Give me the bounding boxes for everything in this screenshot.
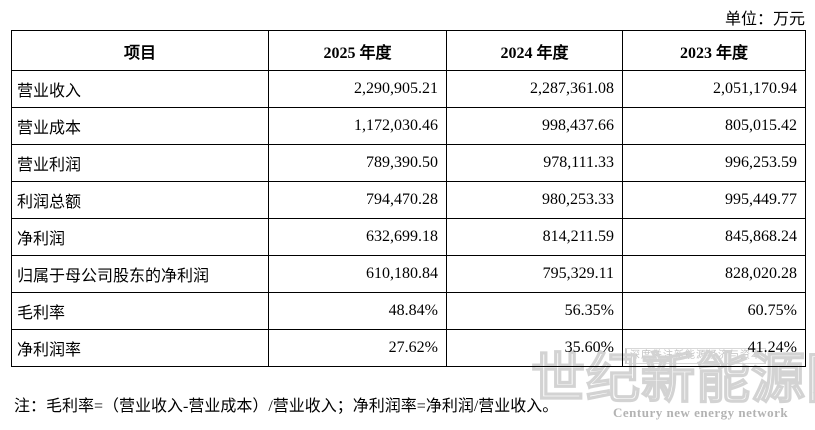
value-2023: 996,253.59 xyxy=(622,144,806,182)
value-2025: 632,699.18 xyxy=(268,218,447,256)
value-2025: 48.84% xyxy=(268,292,447,330)
table-row-gross-margin: 毛利率 48.84% 56.35% 60.75% xyxy=(11,292,806,330)
table-row-net-margin: 净利润率 27.62% 35.60% 41.24% xyxy=(11,329,806,367)
value-2025: 2,290,905.21 xyxy=(268,70,447,108)
financial-table: 项目 2025 年度 2024 年度 2023 年度 营业收入 2,290,90… xyxy=(11,30,806,367)
value-2024: 978,111.33 xyxy=(446,144,623,182)
value-2023: 60.75% xyxy=(622,292,806,330)
row-label: 归属于母公司股东的净利润 xyxy=(11,255,269,293)
value-2023: 805,015.42 xyxy=(622,107,806,145)
table-row-net-profit-attributable: 归属于母公司股东的净利润 610,180.84 795,329.11 828,0… xyxy=(11,255,806,293)
value-2025: 27.62% xyxy=(268,329,447,367)
row-label: 营业收入 xyxy=(11,70,269,108)
header-2025: 2025 年度 xyxy=(268,30,447,71)
row-label: 毛利率 xyxy=(11,292,269,330)
row-label: 净利润 xyxy=(11,218,269,256)
value-2024: 2,287,361.08 xyxy=(446,70,623,108)
value-2024: 998,437.66 xyxy=(446,107,623,145)
row-label: 营业利润 xyxy=(11,144,269,182)
row-label: 净利润率 xyxy=(11,329,269,367)
table-row-operating-cost: 营业成本 1,172,030.46 998,437.66 805,015.42 xyxy=(11,107,806,145)
row-label: 营业成本 xyxy=(11,107,269,145)
value-2025: 794,470.28 xyxy=(268,181,447,219)
header-2024: 2024 年度 xyxy=(446,30,623,71)
unit-label: 单位：万元 xyxy=(724,11,805,28)
table-header-row: 项目 2025 年度 2024 年度 2023 年度 xyxy=(11,30,806,71)
value-2023: 845,868.24 xyxy=(622,218,806,256)
table-row-total-profit: 利润总额 794,470.28 980,253.33 995,449.77 xyxy=(11,181,806,219)
value-2024: 980,253.33 xyxy=(446,181,623,219)
value-2024: 795,329.11 xyxy=(446,255,623,293)
table-row-net-profit: 净利润 632,699.18 814,211.59 845,868.24 xyxy=(11,218,806,256)
value-2024: 814,211.59 xyxy=(446,218,623,256)
value-2023: 995,449.77 xyxy=(622,181,806,219)
watermark-subtitle: Century new energy network xyxy=(613,405,789,420)
value-2023: 2,051,170.94 xyxy=(622,70,806,108)
value-2023: 828,020.28 xyxy=(622,255,806,293)
table-row-operating-profit: 营业利润 789,390.50 978,111.33 996,253.59 xyxy=(11,144,806,182)
header-2023: 2023 年度 xyxy=(622,30,806,71)
value-2024: 56.35% xyxy=(446,292,623,330)
value-2025: 610,180.84 xyxy=(268,255,447,293)
value-2025: 1,172,030.46 xyxy=(268,107,447,145)
value-2023: 41.24% xyxy=(622,329,806,367)
row-label: 利润总额 xyxy=(11,181,269,219)
table-row-operating-revenue: 营业收入 2,290,905.21 2,287,361.08 2,051,170… xyxy=(11,70,806,108)
value-2025: 789,390.50 xyxy=(268,144,447,182)
footnote: 注：毛利率=（营业收入-营业成本）/营业收入；净利润率=净利润/营业收入。 xyxy=(14,398,559,415)
header-item: 项目 xyxy=(11,30,269,71)
value-2024: 35.60% xyxy=(446,329,623,367)
